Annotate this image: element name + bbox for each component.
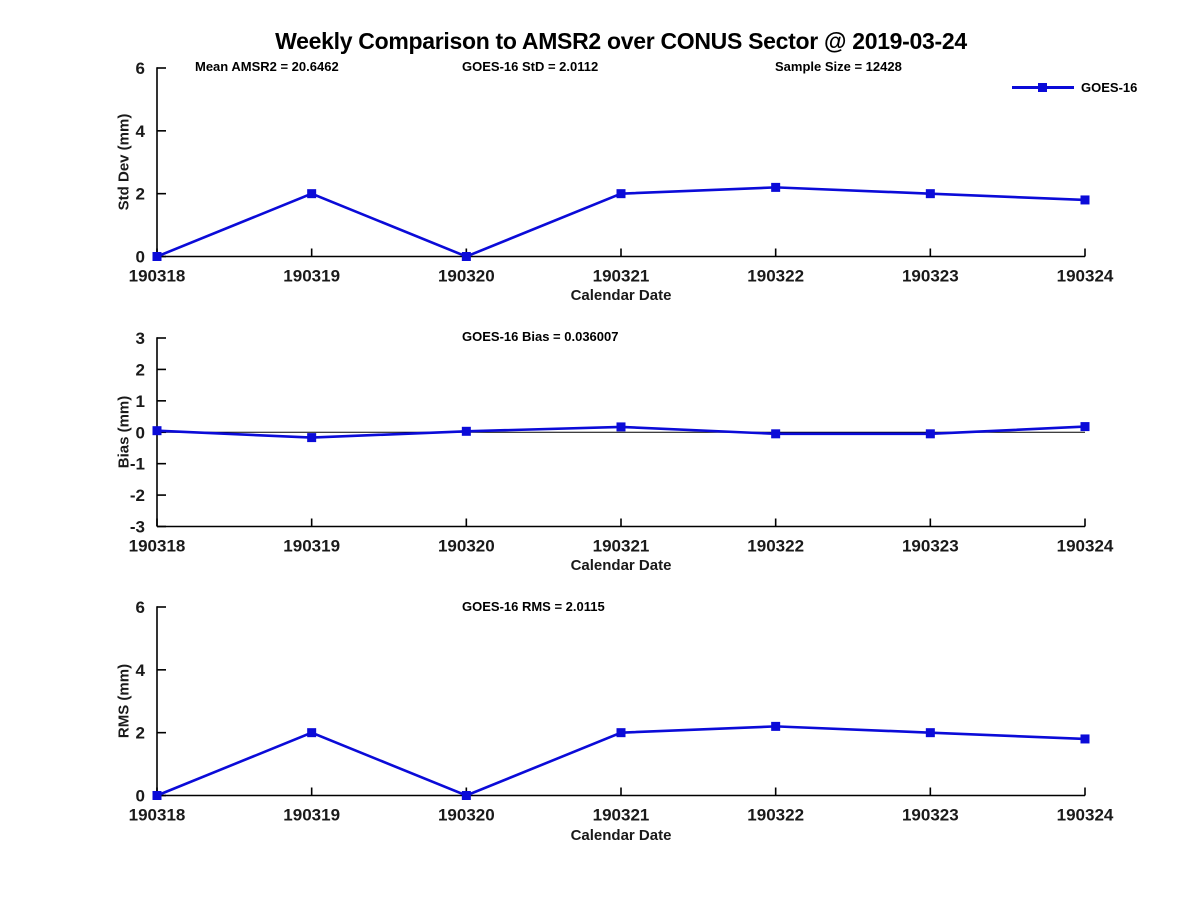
data-point-marker [461, 791, 471, 800]
annotation-goes16-bias: GOES-16 Bias = 0.036007 [462, 329, 619, 344]
y-tick-label: -1 [130, 455, 145, 474]
data-point-marker [1080, 422, 1090, 432]
y-tick-label: 4 [136, 122, 146, 141]
data-point-marker [152, 252, 162, 261]
x-tick-label: 190319 [283, 267, 340, 286]
data-point-marker [771, 182, 781, 192]
x-tick-label: 190321 [593, 267, 650, 286]
x-tick-label: 190320 [438, 537, 495, 556]
x-tick-label: 190319 [283, 537, 340, 556]
ylabel-bias: Bias (mm) [115, 395, 133, 469]
x-tick-label: 190321 [593, 537, 650, 556]
x-tick-label: 190324 [1057, 537, 1114, 556]
ylabel-rms: RMS (mm) [115, 663, 133, 739]
y-tick-label: -3 [130, 518, 145, 537]
figure-title: Weekly Comparison to AMSR2 over CONUS Se… [275, 28, 967, 54]
legend-line-marker-icon [1012, 83, 1074, 92]
ylabel-std-dev: Std Dev (mm) [115, 113, 133, 211]
x-tick-label: 190323 [902, 537, 959, 556]
x-tick-label: 190318 [129, 267, 186, 286]
plot-rms: 0 2 4 6 190318 190319 190320 190321 190322 190323… [129, 598, 1114, 825]
plot-bias: -3 -2 -1 0 1 2 3 190318 190319 190320 190321 190322… [129, 329, 1114, 556]
data-point-marker [925, 728, 935, 738]
y-tick-label: 1 [136, 392, 145, 411]
y-tick-label: 6 [136, 59, 145, 78]
data-point-marker [1080, 195, 1090, 205]
x-tick-label: 190319 [283, 806, 340, 825]
xlabel-calendar-date-2: Calendar Date [570, 557, 672, 574]
data-point-marker [152, 426, 162, 436]
legend-goes16: GOES-16 [1012, 80, 1137, 95]
data-point-marker [307, 189, 317, 199]
y-tick-label: -2 [130, 486, 145, 505]
y-tick-label: 2 [136, 360, 145, 379]
xlabel-calendar-date-3: Calendar Date [570, 827, 672, 844]
x-tick-label: 190321 [593, 806, 650, 825]
data-point-marker [925, 189, 935, 199]
data-point-marker [461, 426, 471, 436]
data-point-marker [152, 791, 162, 800]
y-tick-label: 3 [136, 329, 145, 348]
x-tick-label: 190323 [902, 267, 959, 286]
y-tick-label: 0 [136, 787, 145, 806]
x-tick-label: 190318 [129, 537, 186, 556]
x-tick-label: 190324 [1057, 267, 1114, 286]
data-point-marker [616, 189, 626, 199]
annotation-mean-amsr2: Mean AMSR2 = 20.6462 [195, 59, 339, 74]
data-point-marker [1080, 734, 1090, 744]
y-tick-label: 6 [136, 598, 145, 617]
x-tick-label: 190318 [129, 806, 186, 825]
annotation-goes16-std: GOES-16 StD = 2.0112 [462, 59, 599, 74]
x-tick-label: 190323 [902, 806, 959, 825]
xlabel-calendar-date-1: Calendar Date [570, 287, 672, 304]
x-tick-label: 190322 [747, 537, 804, 556]
x-tick-label: 190324 [1057, 806, 1114, 825]
data-point-marker [461, 252, 471, 261]
data-point-marker [616, 728, 626, 738]
data-point-marker [925, 429, 935, 439]
y-tick-label: 0 [136, 248, 145, 267]
x-tick-label: 190320 [438, 806, 495, 825]
legend-label: GOES-16 [1081, 80, 1138, 95]
annotation-goes16-rms: GOES-16 RMS = 2.0115 [462, 599, 605, 614]
data-point-marker [307, 728, 317, 738]
data-point-marker [307, 433, 317, 443]
x-tick-label: 190322 [747, 806, 804, 825]
data-point-marker [616, 422, 626, 432]
y-tick-label: 4 [136, 661, 146, 680]
y-tick-label: 2 [136, 185, 145, 204]
y-tick-label: 2 [136, 724, 145, 743]
plot-std-dev: 0 2 4 6 190318 190319 190320 190321 190322 190323… [129, 59, 1114, 286]
y-tick-label: 0 [136, 423, 145, 442]
x-tick-label: 190320 [438, 267, 495, 286]
x-tick-label: 190322 [747, 267, 804, 286]
annotation-sample-size: Sample Size = 12428 [775, 59, 902, 74]
data-point-marker [771, 429, 781, 439]
data-point-marker [771, 721, 781, 731]
